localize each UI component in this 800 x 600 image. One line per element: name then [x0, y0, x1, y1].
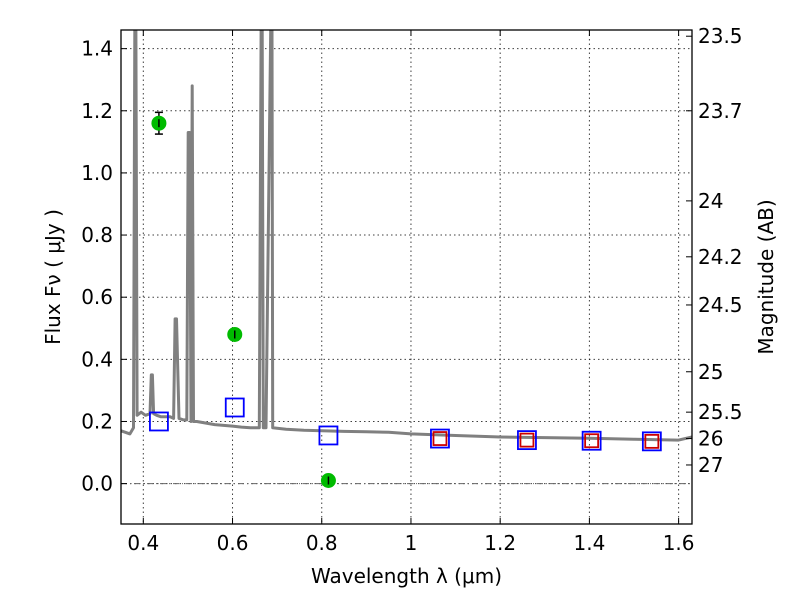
red-photometry-marker — [519, 432, 535, 448]
x-tick-label: 0.4 — [127, 531, 159, 555]
y2-tick-label: 25.5 — [698, 400, 743, 424]
x-tick-label: 0.6 — [217, 531, 249, 555]
y2-axis-label: Magnitude (AB) — [754, 199, 778, 354]
y-tick-label: 0.0 — [81, 472, 113, 496]
grid-lines — [121, 30, 692, 524]
model-photometry-marker — [318, 425, 339, 446]
y-tick-labels: 0.0 0.2 0.4 0.6 0.8 1.0 1.2 1.4 — [81, 37, 113, 496]
red-photometry-marker — [432, 431, 448, 446]
red-photometry-marker — [584, 433, 600, 449]
sed-model-line — [121, 30, 692, 442]
y-tick-label: 1.2 — [81, 99, 113, 123]
y-tick-label: 1.4 — [81, 37, 113, 61]
series-group — [121, 30, 692, 489]
y-tick-label: 1.0 — [81, 161, 113, 185]
x-tick-label: 1 — [405, 531, 418, 555]
y2-tick-label: 23.7 — [698, 99, 743, 123]
x-tick-label: 1.4 — [573, 531, 605, 555]
y2-tick-label: 27 — [698, 453, 723, 477]
model-photometry-marker — [641, 431, 662, 452]
red-photometry-marker — [644, 433, 660, 449]
model-photometry-marker — [149, 411, 169, 432]
plot-frame — [120, 29, 693, 525]
model-photometry-marker — [581, 430, 602, 451]
y2-tick-label: 24.5 — [698, 293, 743, 317]
x-axis-label: Wavelength λ (μm) — [311, 564, 502, 588]
x-tick-label: 1.6 — [663, 531, 695, 555]
y-tick-label: 0.4 — [81, 347, 113, 371]
y2-tick-label: 23.5 — [698, 24, 743, 48]
model-photometry-marker — [224, 397, 245, 418]
y2-tick-label: 26 — [698, 427, 723, 451]
x-tick-labels: 0.4 0.6 0.8 1 1.2 1.4 1.6 — [127, 531, 694, 555]
y-axis-label: Flux Fν ( μJy ) — [41, 209, 65, 345]
x-tick-label: 0.8 — [306, 531, 338, 555]
y-tick-label: 0.8 — [81, 223, 113, 247]
y2-tick-label: 25 — [698, 360, 723, 384]
y2-tick-label: 24 — [698, 189, 723, 213]
y2-tick-label: 24.2 — [698, 245, 743, 269]
y-tick-label: 0.2 — [81, 409, 113, 433]
x-tick-label: 1.2 — [484, 531, 516, 555]
y-tick-label: 0.6 — [81, 285, 113, 309]
model-photometry-marker — [430, 428, 450, 449]
model-photometry-marker — [517, 430, 537, 451]
tick-marks — [121, 30, 692, 524]
